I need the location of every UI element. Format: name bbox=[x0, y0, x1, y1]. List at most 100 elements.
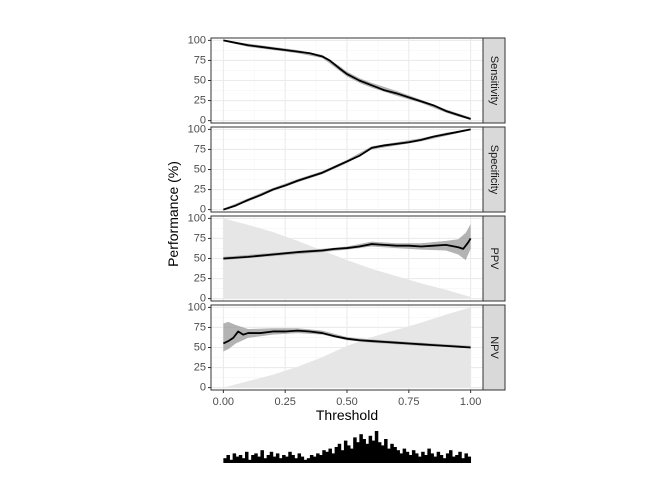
series-line-npv bbox=[222, 329, 471, 349]
y-tick-label: 75 bbox=[194, 143, 206, 155]
histogram-bar bbox=[319, 455, 323, 463]
histogram-bar bbox=[408, 455, 413, 463]
strip-label-npv: NPV bbox=[488, 336, 500, 359]
histogram-bar bbox=[415, 453, 419, 463]
strip-background bbox=[482, 304, 506, 391]
histogram-bar bbox=[266, 455, 271, 463]
histogram-bar bbox=[464, 453, 468, 463]
y-tick-label: 0 bbox=[200, 204, 206, 216]
histogram-bar bbox=[433, 456, 438, 463]
histogram-bar bbox=[334, 447, 339, 463]
histogram-bar bbox=[275, 453, 280, 463]
prevalence-area-ppv bbox=[223, 218, 471, 299]
y-tick-label: 100 bbox=[188, 301, 206, 313]
threshold-histogram bbox=[223, 431, 472, 463]
histogram-bar bbox=[411, 450, 416, 463]
histogram-bar bbox=[294, 458, 298, 463]
histogram-bar bbox=[316, 453, 320, 463]
y-tick-label: 50 bbox=[194, 342, 206, 354]
histogram-bar bbox=[229, 459, 234, 463]
histogram-bar bbox=[325, 451, 329, 463]
strip-label-ppv: PPV bbox=[488, 247, 500, 270]
histogram-bar bbox=[328, 448, 332, 463]
y-tick-label: 50 bbox=[194, 75, 206, 87]
histogram-bar bbox=[362, 439, 366, 463]
histogram-bar bbox=[421, 451, 425, 463]
histogram-bar bbox=[461, 458, 465, 463]
strip-background bbox=[482, 37, 506, 124]
y-tick-label: 0 bbox=[200, 293, 206, 305]
histogram-bar bbox=[248, 459, 252, 463]
histogram-bar bbox=[377, 442, 382, 463]
strip-background bbox=[482, 215, 506, 302]
y-tick-label: 100 bbox=[188, 212, 206, 224]
histogram-bar bbox=[455, 455, 459, 463]
histogram-bar bbox=[350, 448, 354, 463]
histogram-bar bbox=[309, 455, 314, 463]
histogram-bar bbox=[374, 431, 379, 463]
y-tick-label: 25 bbox=[194, 362, 206, 374]
histogram-bar bbox=[430, 453, 434, 463]
histogram-bar bbox=[306, 458, 311, 463]
histogram-bar bbox=[445, 453, 450, 463]
strip-label-specificity: Specificity bbox=[488, 145, 500, 195]
y-tick-label: 25 bbox=[194, 273, 206, 285]
histogram-bar bbox=[272, 456, 277, 463]
histogram-bar bbox=[313, 456, 317, 463]
y-axis-title: Performance (%) bbox=[165, 161, 181, 267]
histogram-bar bbox=[390, 443, 394, 463]
panel-specificity: Specificity 0 25 50 75 100 bbox=[188, 123, 506, 216]
x-axis-title: Threshold bbox=[316, 407, 378, 423]
histogram-bar bbox=[235, 456, 240, 463]
strip-label-sensitivity: Sensitivity bbox=[488, 56, 500, 106]
x-tick-label: 0.50 bbox=[336, 396, 357, 408]
histogram-bar bbox=[387, 448, 391, 463]
series-line-sensitivity bbox=[223, 39, 471, 120]
histogram-bar bbox=[384, 439, 388, 463]
histogram-bar bbox=[337, 443, 342, 463]
histogram-bar bbox=[279, 458, 283, 463]
histogram-bar bbox=[353, 437, 357, 463]
histogram-bar bbox=[238, 455, 243, 463]
histogram-bar bbox=[399, 453, 404, 463]
histogram-bar bbox=[297, 453, 302, 463]
histogram-bar bbox=[251, 455, 255, 463]
histogram-bar bbox=[245, 451, 249, 463]
y-tick-label: 100 bbox=[188, 123, 206, 135]
histogram-bar bbox=[424, 455, 428, 463]
y-tick-label: 75 bbox=[194, 54, 206, 66]
histogram-bar bbox=[303, 459, 308, 463]
y-tick-label: 0 bbox=[200, 115, 206, 127]
histogram-bar bbox=[442, 458, 447, 463]
histogram-bar bbox=[396, 450, 400, 463]
histogram-bar bbox=[340, 450, 345, 463]
histogram-bar bbox=[285, 456, 289, 463]
histogram-bar bbox=[282, 455, 286, 463]
x-tick-label: 0.00 bbox=[213, 396, 234, 408]
x-tick-label: 1.00 bbox=[460, 396, 481, 408]
y-tick-label: 25 bbox=[194, 184, 206, 196]
histogram-bar bbox=[300, 456, 305, 463]
histogram-bar bbox=[436, 451, 441, 463]
histogram-bar bbox=[254, 453, 258, 463]
y-tick-label: 75 bbox=[194, 321, 206, 333]
y-tick-label: 50 bbox=[194, 164, 206, 176]
x-axis: 0.00 0.25 0.50 0.75 1.00 bbox=[213, 390, 481, 408]
histogram-bar bbox=[288, 451, 292, 463]
histogram-bar bbox=[427, 448, 431, 463]
histogram-bar bbox=[418, 456, 422, 463]
histogram-bar bbox=[291, 455, 295, 463]
histogram-bar bbox=[260, 450, 264, 463]
histogram-bar bbox=[405, 451, 410, 463]
histogram-bar bbox=[257, 456, 261, 463]
prevalence-area-npv bbox=[223, 307, 471, 388]
histogram-bar bbox=[331, 453, 336, 463]
histogram-bar bbox=[371, 440, 376, 463]
histogram-bar bbox=[402, 448, 407, 463]
facet-panels: Sensitivity 0 25 50 75 100 Specificity 0 25 50 75 1… bbox=[188, 34, 506, 394]
y-tick-label: 0 bbox=[200, 382, 206, 394]
panel-npv: NPV 0 25 50 75 100 bbox=[188, 301, 506, 394]
y-tick-label: 25 bbox=[194, 95, 206, 107]
histogram-bar bbox=[368, 435, 373, 463]
